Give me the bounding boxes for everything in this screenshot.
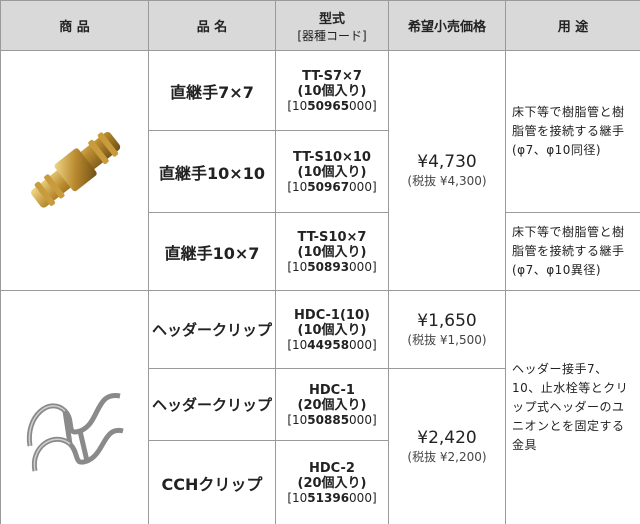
code-part: 50967 [307, 179, 350, 194]
product-name: ヘッダークリップ [148, 368, 276, 441]
code-part: 50965 [307, 98, 350, 113]
product-name: ヘッダークリップ [148, 290, 276, 369]
code-part: [10 [287, 259, 308, 274]
code-part: 50885 [307, 412, 350, 427]
model: HDC-1(10) [294, 307, 370, 323]
row: 直継手10×7 TT-S10×7 (10個入り) [1050893000] 床下等で… [1, 212, 640, 291]
code-part: 44958 [307, 337, 350, 352]
code-part: 000] [349, 337, 377, 352]
price-cell: ¥1,650 (税抜 ¥1,500) [388, 290, 506, 369]
row: ヘッダークリップ HDC-1(10) (10個入り) [1044958000] ¥1… [0, 290, 640, 524]
usage: 床下等で樹脂管と樹脂管を接続する継手(φ7、φ10異径) [505, 212, 640, 291]
header-cell: 品 名 [148, 0, 276, 51]
pack: (10個入り) [297, 322, 367, 338]
model-cell: TT-S7×7 (10個入り) [1050965000] [275, 50, 389, 131]
model-cell: HDC-1 (20個入り) [1050885000] [275, 368, 389, 441]
model-cell: HDC-2 (20個入り) [1051396000] [275, 440, 389, 524]
price-cell: ¥2,420 (税抜 ¥2,200) [388, 368, 506, 524]
usage: 床下等で樹脂管と樹脂管を接続する継手(φ7、φ10同径) [505, 50, 640, 213]
model: TT-S10×10 [293, 149, 371, 165]
model: TT-S10×7 [297, 229, 367, 245]
product-name: 直継手10×10 [148, 130, 276, 213]
code-part: 000] [349, 179, 377, 194]
product-image [0, 290, 149, 524]
code-part: [10 [287, 337, 308, 352]
code-part: 000] [349, 259, 377, 274]
code: [1044958000] [276, 338, 388, 352]
model-cell: HDC-1(10) (10個入り) [1044958000] [275, 290, 389, 369]
usage: ヘッダー接手7、10、止水栓等とクリップ式ヘッダーのユニオンとを固定する金具 [505, 290, 640, 524]
model: TT-S7×7 [302, 68, 362, 84]
code-part: [10 [287, 412, 308, 427]
model: HDC-1 [309, 382, 355, 398]
model-cell: TT-S10×7 (10個入り) [1050893000] [275, 212, 389, 291]
product-name: 直継手7×7 [148, 50, 276, 131]
code: [1050967000] [276, 180, 388, 194]
code: [1050893000] [276, 260, 388, 274]
code: [1050965000] [276, 99, 388, 113]
code: [1050885000] [276, 413, 388, 427]
price-tax: (税抜 ¥4,300) [407, 174, 487, 188]
price-tax: (税抜 ¥2,200) [407, 450, 487, 464]
product-name: CCHクリップ [148, 440, 276, 524]
model: HDC-2 [309, 460, 355, 476]
pack: (10個入り) [297, 83, 367, 99]
header-text: 型式 [318, 11, 345, 27]
product-name: 直継手10×7 [148, 212, 276, 291]
row: CCHクリップ HDC-2 (20個入り) [1051396000] [1, 440, 640, 524]
code-part: [10 [287, 179, 308, 194]
pack: (20個入り) [297, 397, 367, 413]
code-part: 000] [349, 98, 377, 113]
clip-image [26, 392, 124, 471]
row: 直継手10×10 TT-S10×10 (10個入り) [1050967000] [1, 130, 640, 213]
price-cell: ¥4,730 (税抜 ¥4,300) [388, 50, 506, 291]
pack: (10個入り) [297, 244, 367, 260]
fitting-image [30, 131, 120, 208]
code-part: [10 [287, 490, 308, 505]
header-sub: [器種コード] [297, 28, 367, 43]
code-part: 50893 [307, 259, 350, 274]
code-part: 000] [349, 412, 377, 427]
price-tax: (税抜 ¥1,500) [407, 333, 487, 347]
code: [1051396000] [276, 491, 388, 505]
header-cell: 希望小売価格 [388, 0, 506, 51]
pack: (10個入り) [297, 164, 367, 180]
header-cell: 型式 [器種コード] [275, 0, 389, 51]
price: ¥1,650 [417, 311, 477, 331]
price: ¥2,420 [417, 428, 477, 448]
header-cell: 用 途 [505, 0, 640, 51]
model-cell: TT-S10×10 (10個入り) [1050967000] [275, 130, 389, 213]
product-image [0, 50, 149, 291]
row: 直継手7×7 TT-S7×7 (10個入り) [1050965000] ¥4,730… [0, 50, 640, 291]
code-part: 51396 [307, 490, 350, 505]
header-row: 商 品 品 名 型式 [器種コード] 希望小売価格 用 途 [0, 0, 640, 51]
code-part: [10 [287, 98, 308, 113]
pack: (20個入り) [297, 475, 367, 491]
price: ¥4,730 [417, 152, 477, 172]
code-part: 000] [349, 490, 377, 505]
header-cell: 商 品 [0, 0, 149, 51]
